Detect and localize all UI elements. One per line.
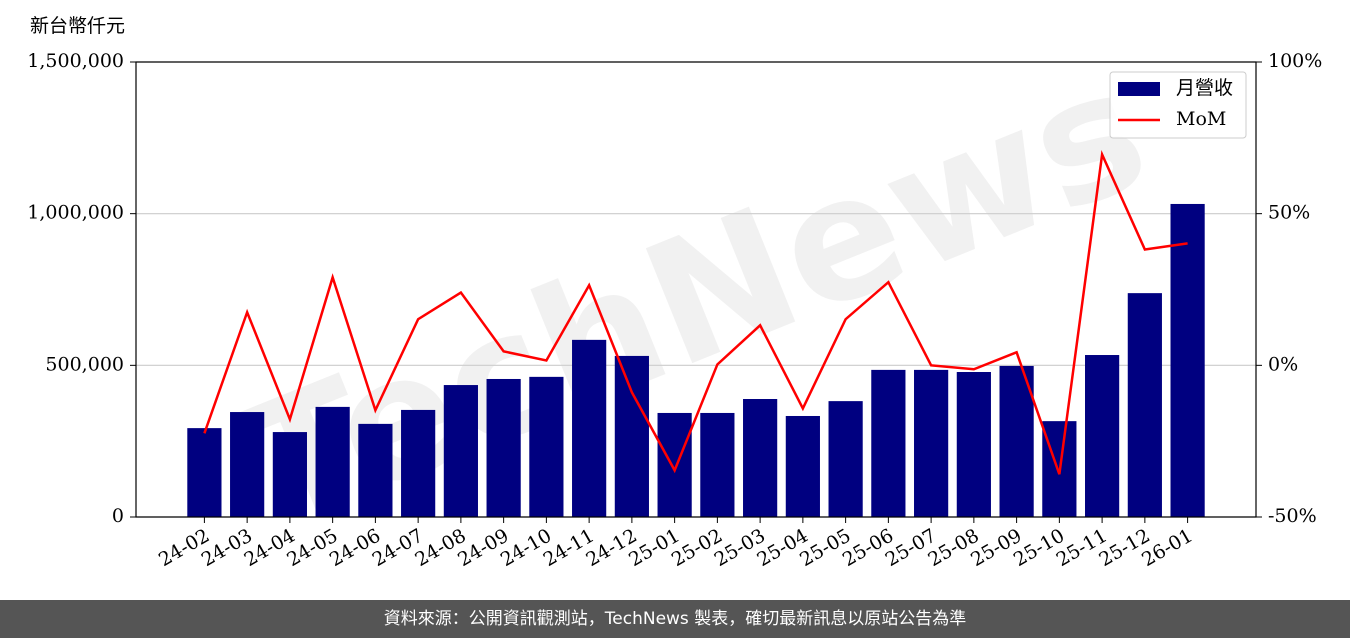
bar — [743, 399, 778, 517]
bar — [657, 412, 692, 517]
bar — [315, 406, 350, 517]
bar — [529, 376, 564, 517]
bar — [1127, 293, 1162, 517]
footer: 資料來源：公開資訊觀測站，TechNews 製表，確切最新訊息以原站公告為準 — [0, 600, 1350, 638]
y-tick-label: 0 — [112, 505, 124, 527]
legend: 月營收 MoM — [1109, 71, 1247, 139]
bar — [914, 369, 949, 517]
bar — [230, 412, 265, 517]
y-axis-label: 新台幣仟元 — [30, 15, 125, 37]
y-tick-label: 1,000,000 — [27, 202, 124, 224]
y-tick-label: 1,500,000 — [27, 50, 124, 72]
bar — [614, 355, 649, 517]
x-tick-label: 26-01 — [1138, 525, 1196, 571]
legend-label: MoM — [1176, 108, 1226, 130]
bar — [401, 409, 436, 517]
bar — [358, 423, 393, 517]
legend-swatch — [1118, 82, 1160, 96]
bar — [700, 412, 735, 517]
bar — [486, 378, 521, 517]
line — [203, 150, 1188, 475]
chart: 新台幣仟元 TechNews 0500,0001,000,0001,500,00… — [27, 15, 1322, 571]
y2-tick-label: 50% — [1268, 202, 1310, 224]
bar — [956, 372, 991, 517]
bar — [572, 339, 607, 517]
y2-tick-label: 100% — [1268, 50, 1322, 72]
bar — [443, 385, 478, 517]
plot-frame — [135, 61, 1257, 518]
bar — [785, 415, 820, 517]
y2-tick-label: 0% — [1268, 353, 1298, 375]
bar — [272, 432, 307, 517]
y2-tick-label: -50% — [1268, 505, 1317, 527]
bar — [1170, 203, 1205, 517]
bar — [871, 369, 906, 517]
bar — [187, 428, 222, 517]
bar — [999, 365, 1034, 517]
y-tick-label: 500,000 — [45, 353, 124, 375]
bar — [1085, 355, 1120, 517]
bar — [828, 401, 863, 517]
legend-label: 月營收 — [1176, 77, 1233, 99]
